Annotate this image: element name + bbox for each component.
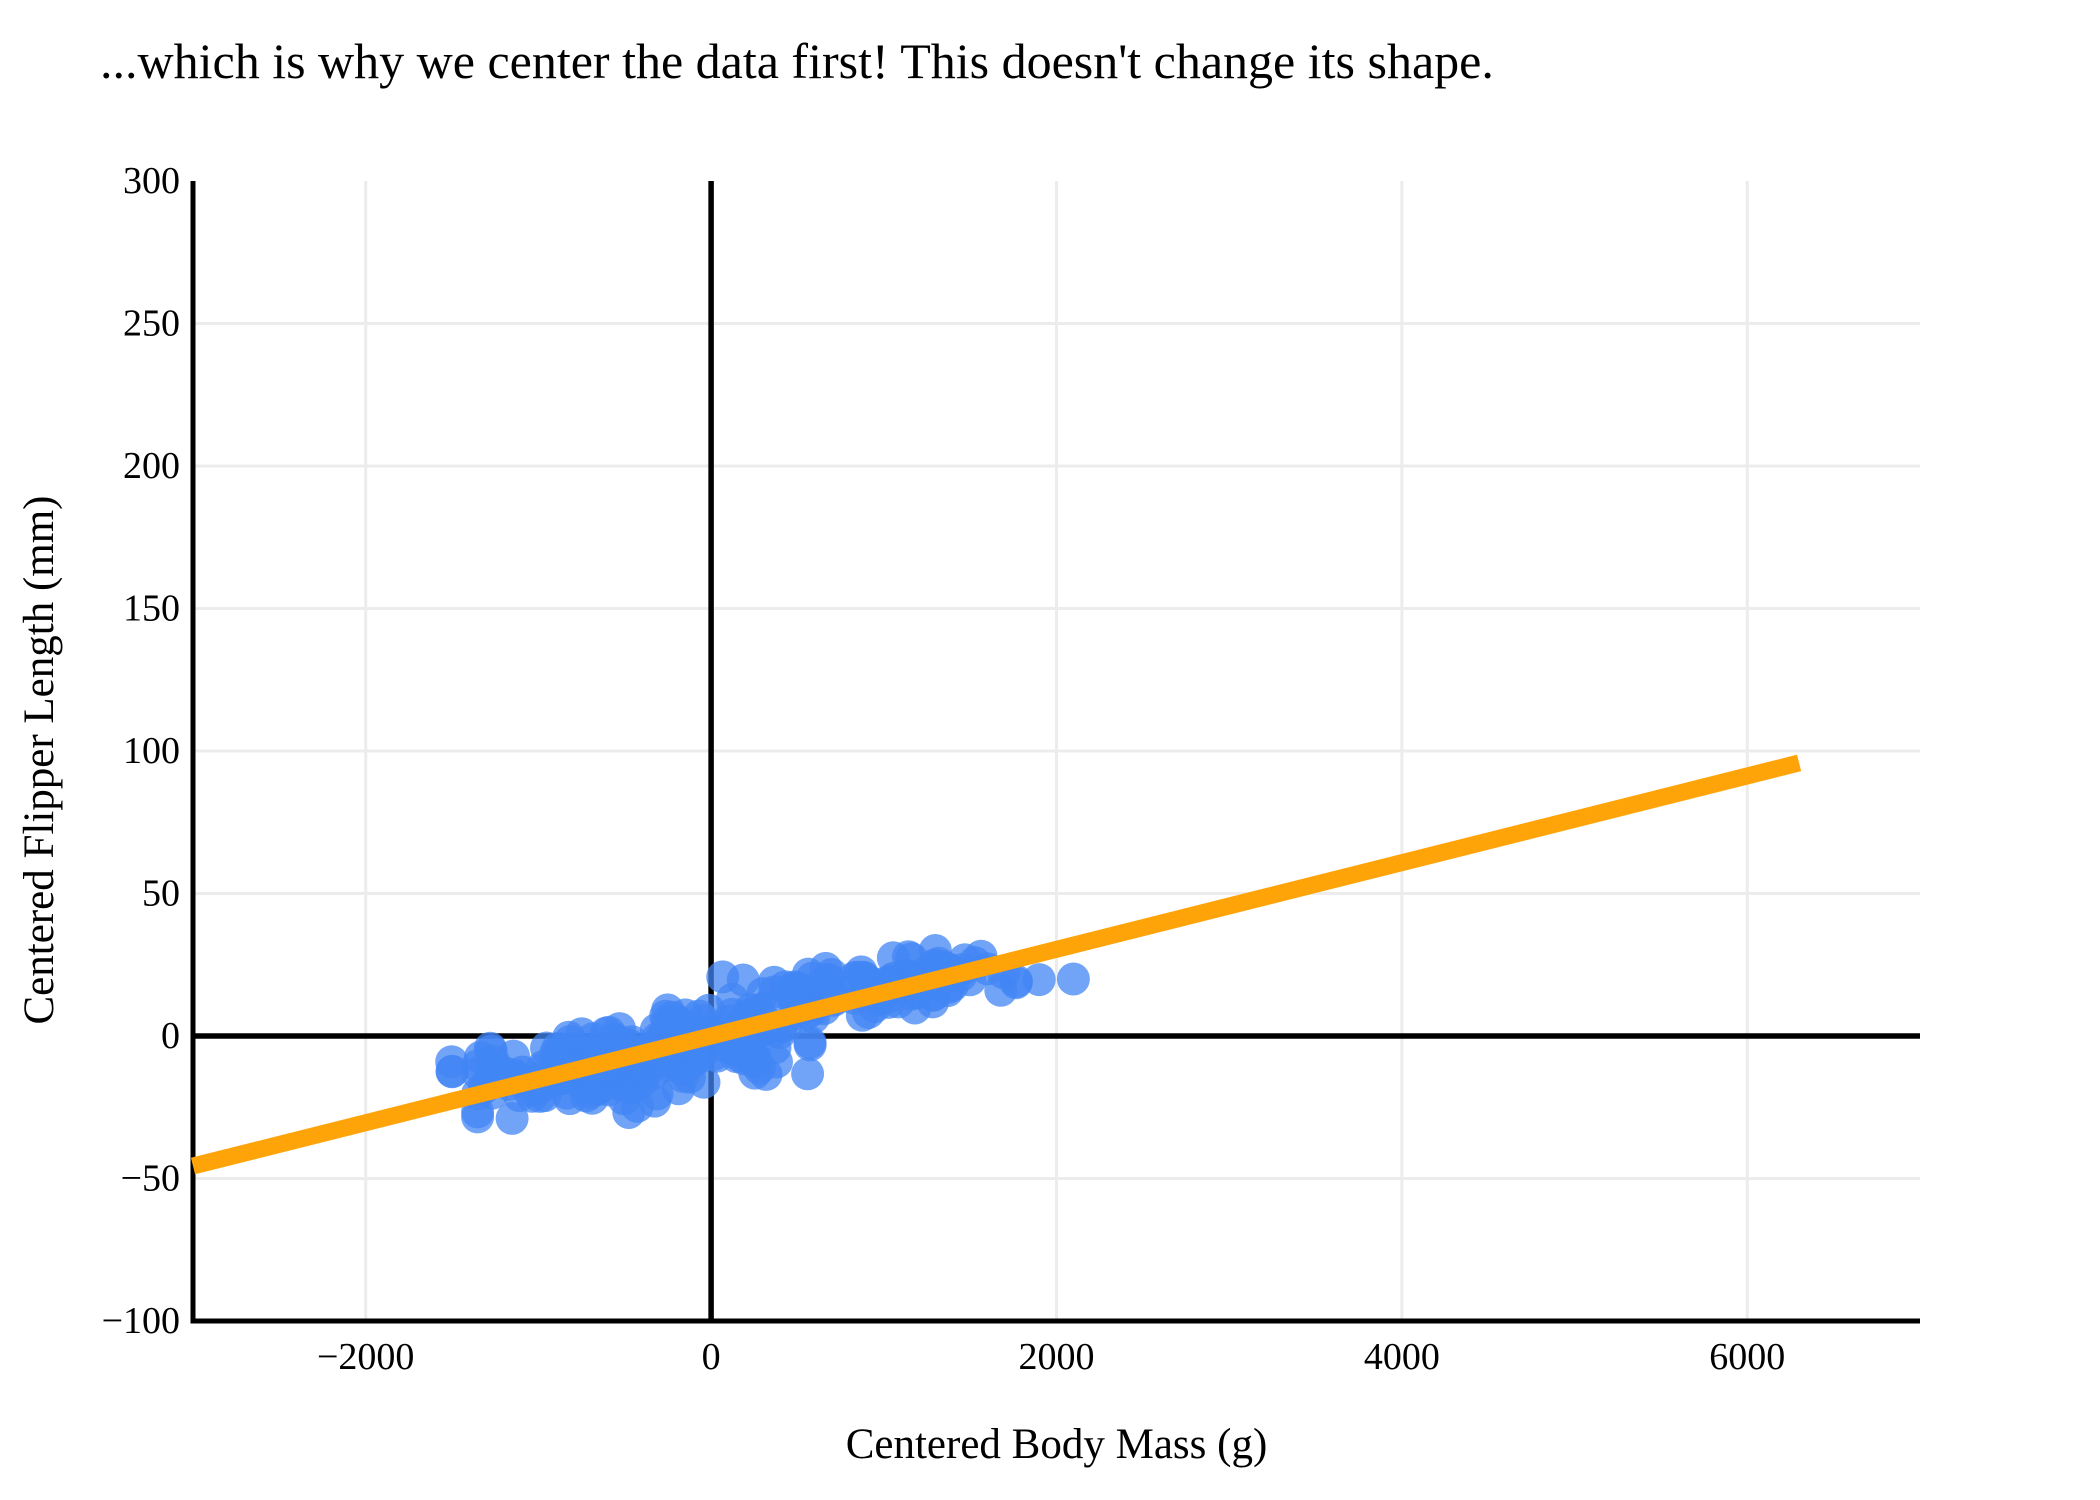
y-tick-label: 200: [123, 445, 180, 487]
x-tick-label: 0: [702, 1336, 721, 1378]
gridlines-layer: [193, 181, 1920, 1321]
x-tick-label: 4000: [1364, 1336, 1440, 1378]
y-tick-label: 0: [161, 1015, 180, 1057]
scatter-point: [776, 971, 810, 1005]
y-tick-label: 150: [123, 588, 180, 630]
y-tick-label: −50: [121, 1158, 180, 1200]
x-tick-label: 2000: [1019, 1336, 1095, 1378]
y-tick-label: 300: [123, 160, 180, 202]
regression-line: [190, 754, 1802, 1175]
y-tick-label: 50: [142, 873, 180, 915]
y-axis-title: Centered Flipper Length (mm): [16, 495, 64, 1025]
scatter-point: [476, 1044, 510, 1078]
y-tick-label: −100: [102, 1300, 180, 1342]
scatter-point: [706, 960, 740, 994]
x-axis-title: Centered Body Mass (g): [845, 1421, 1268, 1468]
tick-labels-layer: −2000 0 2000 4000 6000 300 250 200 150 100 50 0 −50 −…: [102, 160, 1786, 1378]
scatter-point: [1022, 963, 1056, 997]
x-tick-label: 6000: [1709, 1336, 1785, 1378]
scatter-point: [461, 1100, 495, 1134]
chart-title: ...which is why we center the data first…: [100, 33, 1494, 89]
scatter-point: [791, 1057, 825, 1091]
scatter-point: [589, 1016, 623, 1050]
scatter-point: [495, 1101, 529, 1135]
scatter-point: [668, 998, 702, 1032]
y-tick-label: 100: [123, 730, 180, 772]
spines-layer: [190, 181, 1920, 1324]
scatter-point: [435, 1045, 469, 1079]
y-tick-label: 250: [123, 303, 180, 345]
scatter-point: [876, 941, 910, 975]
scatter-point: [793, 1028, 827, 1062]
x-tick-label: −2000: [317, 1336, 414, 1378]
scatter-point: [918, 934, 952, 967]
trend-layer: [190, 754, 1802, 1175]
scatter-point: [1056, 962, 1090, 996]
scatter-point: [662, 1072, 695, 1106]
